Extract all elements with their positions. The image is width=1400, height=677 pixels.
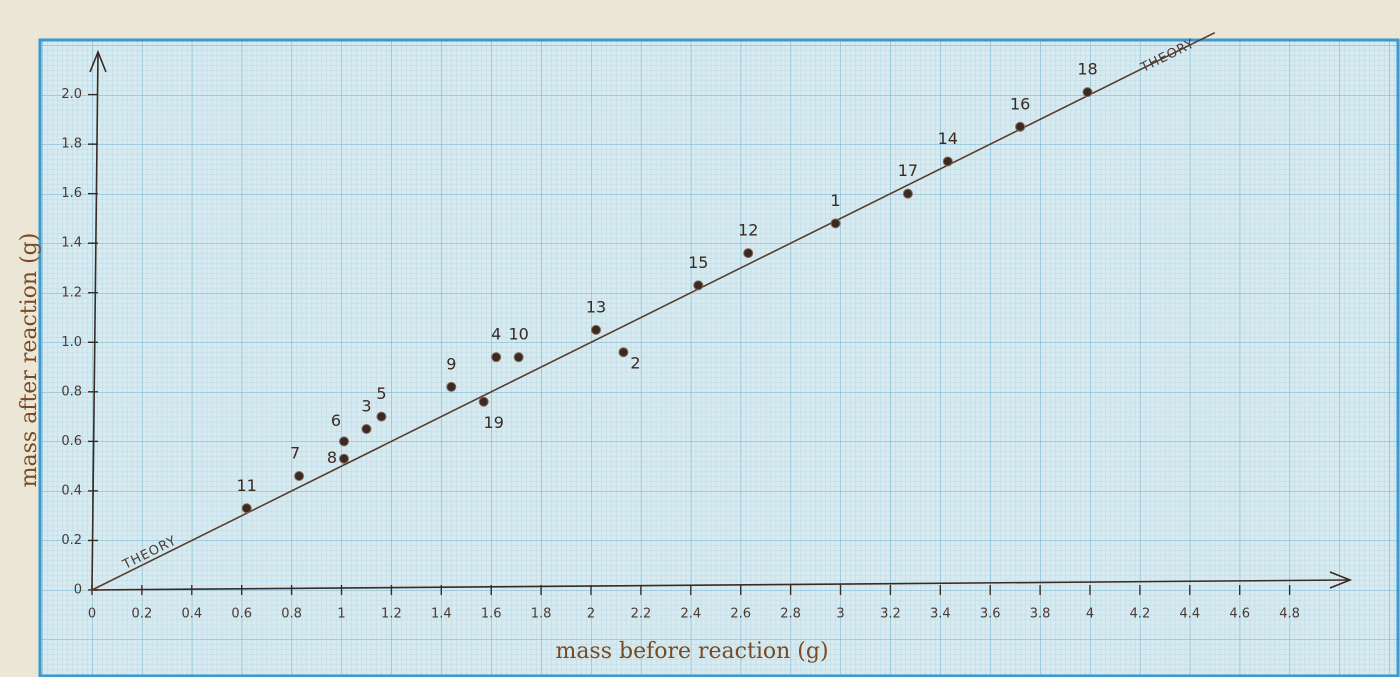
x-tick-label: 4.6 [1229,607,1250,622]
data-point [361,423,372,434]
y-tick-label: 1.6 [61,186,82,201]
x-tick-label: 0 [88,607,96,622]
x-axis [91,579,1349,591]
point-label: 8 [327,448,337,467]
y-tick-label: 1.0 [61,335,82,350]
data-point [513,352,524,363]
point-label: 7 [290,444,300,463]
y-tick-label: 0.6 [61,434,82,449]
point-label: 15 [688,253,708,272]
point-label: 16 [1010,94,1030,113]
x-tick-label: 3.2 [880,607,901,622]
x-axis-title: mass before reaction (g) [555,639,828,664]
point-label: 11 [237,476,257,495]
point-label: 9 [446,354,456,373]
x-tick-label: 4 [1086,607,1094,622]
x-tick-label: 4.8 [1279,607,1300,622]
x-tick-label: 2.8 [780,607,801,622]
data-point [902,188,913,199]
x-tick-label: 2 [587,607,595,622]
point-label: 5 [376,384,386,403]
x-tick-label: 1 [337,607,345,622]
point-label: 17 [898,161,918,180]
y-tick-label: 2.0 [61,87,82,102]
data-point [591,324,601,335]
x-tick-label: 1.2 [381,607,402,622]
point-label: 18 [1077,60,1097,79]
y-tick-label: 0.2 [61,533,82,548]
x-tick-label: 0.2 [132,607,153,622]
y-axis-arrow [89,49,107,73]
data-point [1015,121,1026,132]
data-point [743,248,754,259]
x-tick-label: 3 [836,607,844,622]
point-label: 2 [630,354,640,373]
x-tick-label: 3.6 [980,607,1001,622]
x-tick-label: 2.2 [631,607,652,622]
x-tick-label: 4.2 [1130,607,1151,622]
x-tick-label: 3.4 [930,607,951,622]
data-point [491,352,502,363]
paper-major-grid [40,40,1400,677]
y-tick-label: 1.2 [61,285,82,300]
point-label: 10 [508,325,528,344]
data-point [294,471,305,482]
point-label: 13 [586,297,606,316]
x-tick-label: 4.4 [1179,607,1200,622]
y-tick-label: 0 [74,583,82,598]
point-label: 19 [484,413,504,432]
data-point [693,280,704,291]
point-label: 14 [938,129,958,148]
data-point [1082,87,1093,98]
data-point [942,156,953,167]
data-point [446,381,457,392]
x-tick-label: 1.4 [431,607,452,622]
y-axis [91,51,99,591]
point-label: 12 [738,221,758,240]
x-tick-label: 1.6 [481,607,502,622]
x-axis-arrow [1329,571,1353,589]
data-point [478,396,489,407]
x-tick-label: 0.4 [181,607,202,622]
x-tick-label: 2.4 [680,607,701,622]
data-point [339,453,349,464]
paper-border [38,38,1400,677]
y-tick-label: 0.8 [61,384,82,399]
y-tick-label: 1.8 [61,137,82,152]
point-label: 6 [331,411,341,430]
x-tick-label: 0.6 [231,607,252,622]
theory-line [91,31,1216,591]
point-label: 3 [361,396,371,415]
x-tick-label: 2.6 [730,607,751,622]
data-point [241,503,252,514]
point-label: 1 [830,191,840,210]
point-label: 4 [491,325,501,344]
y-tick-label: 0.4 [61,483,82,498]
data-point [618,347,629,358]
y-axis-title: mass after reaction (g) [17,233,42,488]
data-point [376,411,387,422]
data-point [830,218,841,229]
y-tick-label: 1.4 [61,236,82,251]
x-tick-label: 0.8 [281,607,302,622]
data-point [339,436,349,447]
x-tick-label: 3.8 [1030,607,1051,622]
x-tick-label: 1.8 [531,607,552,622]
